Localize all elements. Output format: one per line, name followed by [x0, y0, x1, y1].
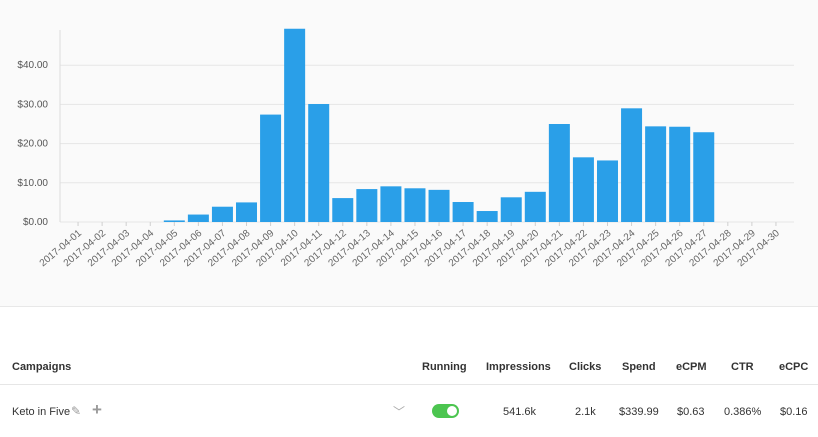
y-tick-label: $0.00 — [23, 217, 48, 228]
ctr-value: 0.386% — [724, 406, 762, 418]
bar[interactable] — [452, 202, 474, 222]
chevron-down-icon[interactable]: ﹀ — [393, 405, 406, 419]
bar[interactable] — [308, 104, 330, 222]
bar[interactable] — [332, 198, 354, 222]
bar[interactable] — [596, 160, 618, 222]
bar[interactable] — [187, 214, 209, 222]
y-tick-label: $10.00 — [17, 178, 48, 189]
y-tick-label: $40.00 — [17, 60, 48, 71]
clicks-value: 2.1k — [575, 406, 596, 418]
spend-chart-panel: $0.00 $10.00 $20.00 $30.00 $40.00 2017-04-01 2… — [0, 28, 818, 307]
plus-icon[interactable]: + — [92, 400, 102, 419]
y-tick-label: $30.00 — [17, 99, 48, 110]
bar[interactable] — [669, 126, 691, 222]
bar[interactable] — [380, 186, 402, 222]
impressions-value: 541.6k — [503, 406, 537, 418]
bar[interactable] — [284, 28, 306, 222]
spend-bar-chart: $0.00$10.00$20.00$30.00$40.002017-04-012… — [17, 28, 794, 269]
pencil-icon[interactable]: ✎ — [71, 404, 82, 418]
ecpc-value: $0.16 — [780, 406, 808, 418]
toggle-knob — [447, 406, 457, 416]
header-ecpm[interactable]: eCPM — [676, 361, 707, 373]
bar[interactable] — [163, 220, 185, 222]
bar[interactable] — [236, 202, 258, 222]
campaigns-table-header: Campaigns Running Impressions Clicks Spe… — [0, 352, 818, 385]
header-running[interactable]: Running — [422, 361, 467, 373]
y-tick-label: $20.00 — [17, 139, 48, 150]
bar[interactable] — [476, 211, 498, 222]
header-clicks[interactable]: Clicks — [569, 361, 602, 373]
header-impressions[interactable]: Impressions — [486, 361, 551, 373]
bar[interactable] — [572, 157, 594, 222]
bar[interactable] — [404, 188, 426, 222]
header-ecpc[interactable]: eCPC — [779, 361, 809, 373]
spend-value: $339.99 — [619, 406, 659, 418]
header-ctr[interactable]: CTR — [731, 361, 754, 373]
header-spend[interactable]: Spend — [622, 361, 656, 373]
bar[interactable] — [548, 124, 570, 222]
running-toggle[interactable] — [432, 404, 459, 418]
bar[interactable] — [500, 197, 522, 222]
bar[interactable] — [356, 189, 378, 222]
bar[interactable] — [645, 126, 667, 222]
bar[interactable] — [211, 206, 233, 222]
bar[interactable] — [693, 132, 715, 222]
header-campaigns: Campaigns — [12, 361, 72, 373]
bar[interactable] — [260, 114, 282, 222]
bar[interactable] — [524, 191, 546, 222]
table-row: Keto in Five ✎ + ﹀ 541.6k 2.1k $339.99 $… — [0, 385, 818, 435]
ecpm-value: $0.63 — [677, 406, 705, 418]
bar[interactable] — [621, 108, 643, 222]
bar[interactable] — [428, 189, 450, 222]
campaign-name[interactable]: Keto in Five — [12, 406, 71, 418]
